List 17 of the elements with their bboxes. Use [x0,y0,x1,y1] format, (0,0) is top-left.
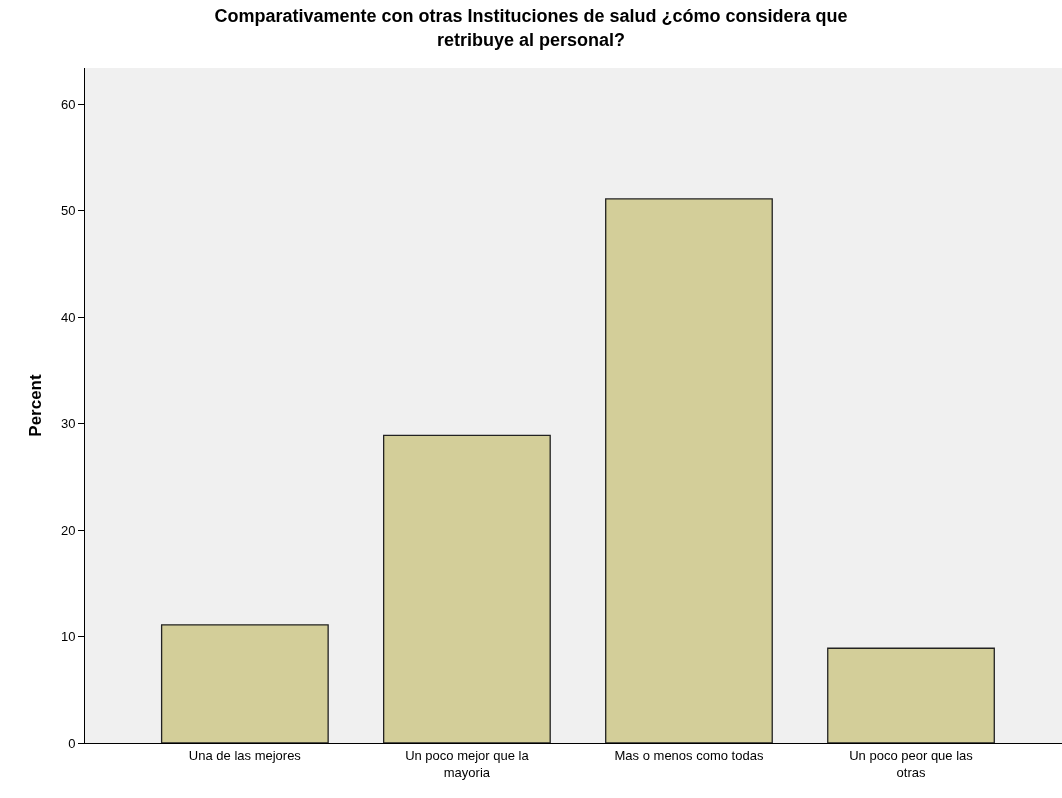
x-tick-label: Un poco mejor que la mayoria [405,747,530,780]
y-tick-label: 40 [60,309,76,325]
x-tick-label: Mas o menos como todas [614,747,764,763]
bar [383,434,551,743]
y-tick-label: 50 [60,203,76,219]
x-tick-label: Una de las mejores [188,747,302,763]
x-tick-label: Un poco peor que las otras [849,747,974,780]
y-tick-label: 10 [60,629,76,645]
y-axis-title: Percent [26,373,46,437]
chart-title: Comparativamente con otras Instituciones de salud ¿cómo considera que retribuye al personal? [214,6,848,50]
bar [160,624,329,743]
y-tick-label: 0 [68,735,76,751]
y-tick-label: 30 [60,416,76,432]
y-tick-label: 60 [60,96,76,112]
bar [827,647,995,743]
y-tick-label: 20 [60,522,76,538]
bar [605,198,773,743]
